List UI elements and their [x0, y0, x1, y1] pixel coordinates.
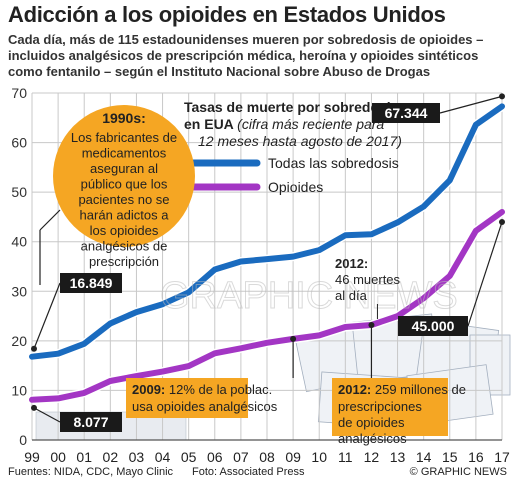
annotation-point — [368, 321, 375, 328]
page-subtitle: Cada día, más de 115 estadounidenses mue… — [8, 32, 484, 79]
annotation-heading: 1990s: — [102, 110, 146, 126]
annotation-2009: 2009: 12% de la poblac. usa opioides anal… — [126, 335, 297, 418]
x-tick-label: 05 — [181, 449, 197, 465]
chart-title-line: en EUA (cifra más reciente para — [184, 116, 384, 132]
value-label-box — [398, 316, 468, 336]
annotation-text: al día — [335, 288, 368, 303]
annotation-text: prescripciones — [338, 399, 422, 414]
y-tick-label: 70 — [11, 85, 27, 101]
annotation-text: Los fabricantes de — [71, 130, 177, 145]
label-point — [499, 93, 505, 100]
annotation-bubble — [53, 105, 195, 247]
annotation-text: 12% de la poblac. — [169, 382, 272, 397]
y-tick-label: 10 — [11, 382, 27, 398]
page-title: Adicción a los opioides en Estados Unido… — [8, 2, 446, 27]
x-tick-label: 02 — [103, 449, 119, 465]
x-tick-label: 01 — [76, 449, 92, 465]
annotation-text: harán adictos a — [80, 208, 170, 223]
x-tick-label: 10 — [311, 449, 327, 465]
annotation-text: usa opioides analgésicos — [132, 399, 278, 414]
series-line — [29, 209, 505, 403]
x-tick-label: 17 — [494, 449, 510, 465]
x-tick-label: 12 — [364, 449, 380, 465]
annotation-text: de opioides — [338, 415, 405, 430]
label-point — [499, 218, 505, 225]
value-label: 8.077 — [73, 414, 108, 430]
label-leader — [439, 95, 503, 114]
label-leader — [467, 221, 503, 327]
footer-photo: Foto: Associated Press — [192, 466, 305, 478]
label-point — [31, 404, 37, 411]
annotation-text: aseguran al — [90, 161, 158, 176]
annotation-box — [126, 378, 248, 418]
value-label-tag: 45.000 — [398, 218, 505, 336]
value-label-box — [60, 273, 122, 293]
value-label-tag: 67.344 — [372, 93, 505, 123]
y-tick-label: 50 — [11, 184, 27, 200]
value-label-tag: 8.077 — [31, 404, 122, 432]
annotation-text: público que los — [81, 177, 168, 192]
footer-sources: Fuentes: NIDA, CDC, Mayo Clinic — [8, 466, 174, 478]
annotation-1990s: 1990s: Los fabricantes demedicamentosaseg… — [39, 105, 195, 285]
annotation-text: 259 millones de — [375, 382, 466, 397]
label-leader — [33, 282, 61, 349]
chart-title: Tasas de muerte por sobredosis — [184, 99, 399, 115]
annotation-heading: 2012: — [338, 382, 375, 397]
value-label-box — [60, 412, 122, 432]
annotation-text: pacientes no se — [78, 192, 169, 207]
x-tick-label: 03 — [129, 449, 145, 465]
chart-title-note: 12 meses hasta agosto de 2017) — [198, 133, 402, 149]
value-label: 16.849 — [70, 275, 113, 291]
x-tick-label: 13 — [390, 449, 406, 465]
value-label-box — [372, 103, 440, 123]
annotation-box — [332, 378, 448, 436]
x-tick-label: 14 — [416, 449, 432, 465]
watermark: GRAPHIC NEWS — [160, 275, 458, 317]
annotation-leader — [39, 209, 61, 231]
label-point — [31, 345, 37, 352]
annotation-text: analgésicos — [338, 431, 407, 446]
label-leader — [33, 407, 61, 423]
y-tick-label: 20 — [11, 333, 27, 349]
annotation-text: 2012: 259 millones de — [338, 382, 466, 397]
annotation-text: prescripción — [89, 254, 159, 269]
footer-credit: © GRAPHIC NEWS — [409, 466, 507, 478]
x-tick-label: 15 — [442, 449, 458, 465]
chart-title-note: (cifra más reciente para — [237, 116, 384, 132]
legend-label: Opioides — [268, 179, 323, 195]
value-label-tag: 16.849 — [31, 273, 122, 352]
y-tick-label: 0 — [19, 432, 27, 448]
x-tick-label: 00 — [50, 449, 66, 465]
x-tick-label: 99 — [24, 449, 40, 465]
y-tick-label: 30 — [11, 283, 27, 299]
series-line — [29, 103, 505, 360]
annotation-heading: 2012: — [335, 256, 368, 271]
x-tick-label: 16 — [468, 449, 484, 465]
x-tick-label: 04 — [155, 449, 171, 465]
annotation-text: analgésicos de — [81, 239, 168, 254]
annotation-text: medicamentos — [82, 146, 167, 161]
x-tick-label: 11 — [338, 449, 353, 465]
annotation-point — [290, 335, 297, 342]
x-tick-label: 08 — [259, 449, 275, 465]
value-label: 67.344 — [385, 105, 428, 121]
x-tick-label: 07 — [233, 449, 249, 465]
legend-label: Todas las sobredosis — [268, 155, 399, 171]
y-tick-label: 40 — [11, 234, 27, 250]
annotation-heading: 2009: — [132, 382, 169, 397]
chart-title: en EUA — [184, 116, 237, 132]
annotation-text: 46 muertes — [335, 272, 401, 287]
y-tick-label: 60 — [11, 135, 27, 151]
annotation-text: 2009: 12% de la poblac. — [132, 382, 272, 397]
x-tick-label: 06 — [207, 449, 223, 465]
value-label: 45.000 — [412, 318, 455, 334]
annotation-text: los opioides — [90, 223, 159, 238]
x-tick-label: 09 — [285, 449, 301, 465]
